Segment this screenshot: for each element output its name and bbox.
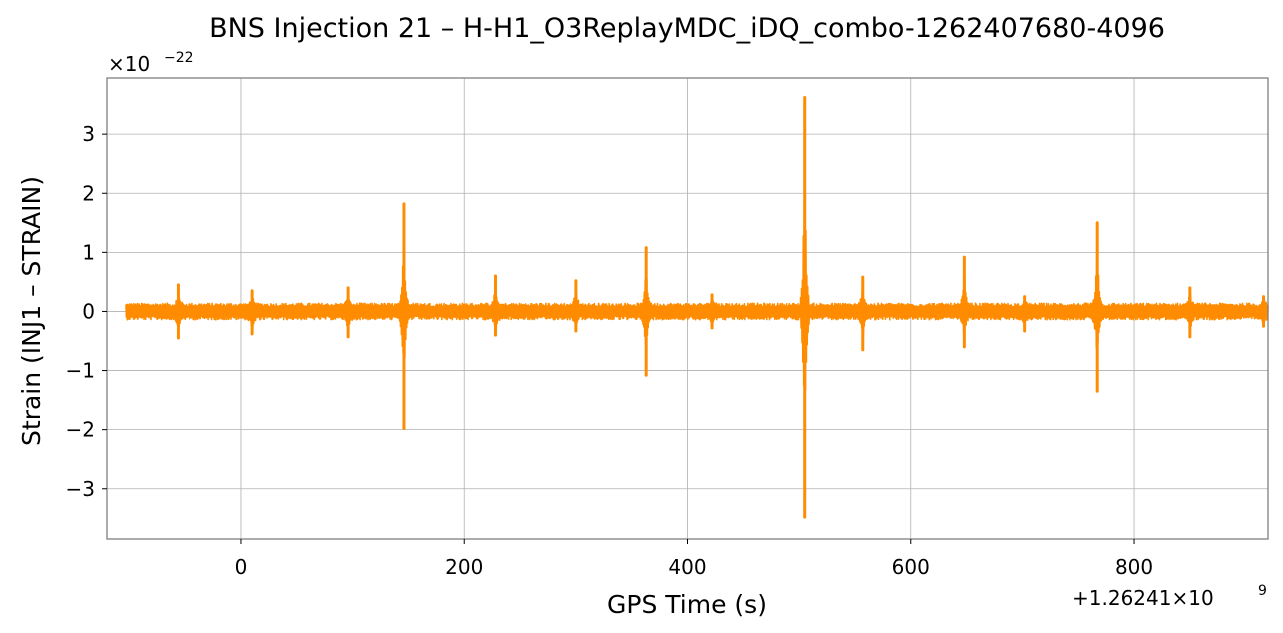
y-axis-label: Strain (INJ1 – STRAIN) [17,176,46,446]
series-noise [125,169,1269,478]
y-tick-label: −2 [66,418,95,442]
y-scale-exponent: −22 [164,50,194,66]
x-tick-label: 600 [892,555,930,579]
y-tick-label: 2 [82,181,95,205]
series-line [125,96,1269,519]
x-tick-label: 200 [445,555,483,579]
x-axis-ticks: 0 200 400 600 800 [235,539,1153,579]
y-tick-label: −1 [66,359,95,383]
x-offset-exponent: 9 [1258,583,1267,599]
y-tick-label: −3 [66,477,95,501]
y-scale-factor: ×10 −22 [108,50,194,76]
x-tick-label: 800 [1115,555,1153,579]
y-scale-label: ×10 [108,52,150,76]
y-tick-label: 1 [82,240,95,264]
y-tick-label: 0 [82,299,95,323]
y-tick-label: 3 [82,122,95,146]
x-tick-label: 0 [235,555,248,579]
x-offset-label: +1.26241×10 [1072,586,1214,610]
x-offset: +1.26241×10 9 [1072,583,1267,610]
x-tick-label: 400 [668,555,706,579]
y-axis-ticks: −3 −2 −1 0 1 2 3 [66,122,107,501]
chart-title: BNS Injection 21 – H-H1_O3ReplayMDC_iDQ_… [209,13,1165,44]
x-axis-label: GPS Time (s) [607,590,767,619]
